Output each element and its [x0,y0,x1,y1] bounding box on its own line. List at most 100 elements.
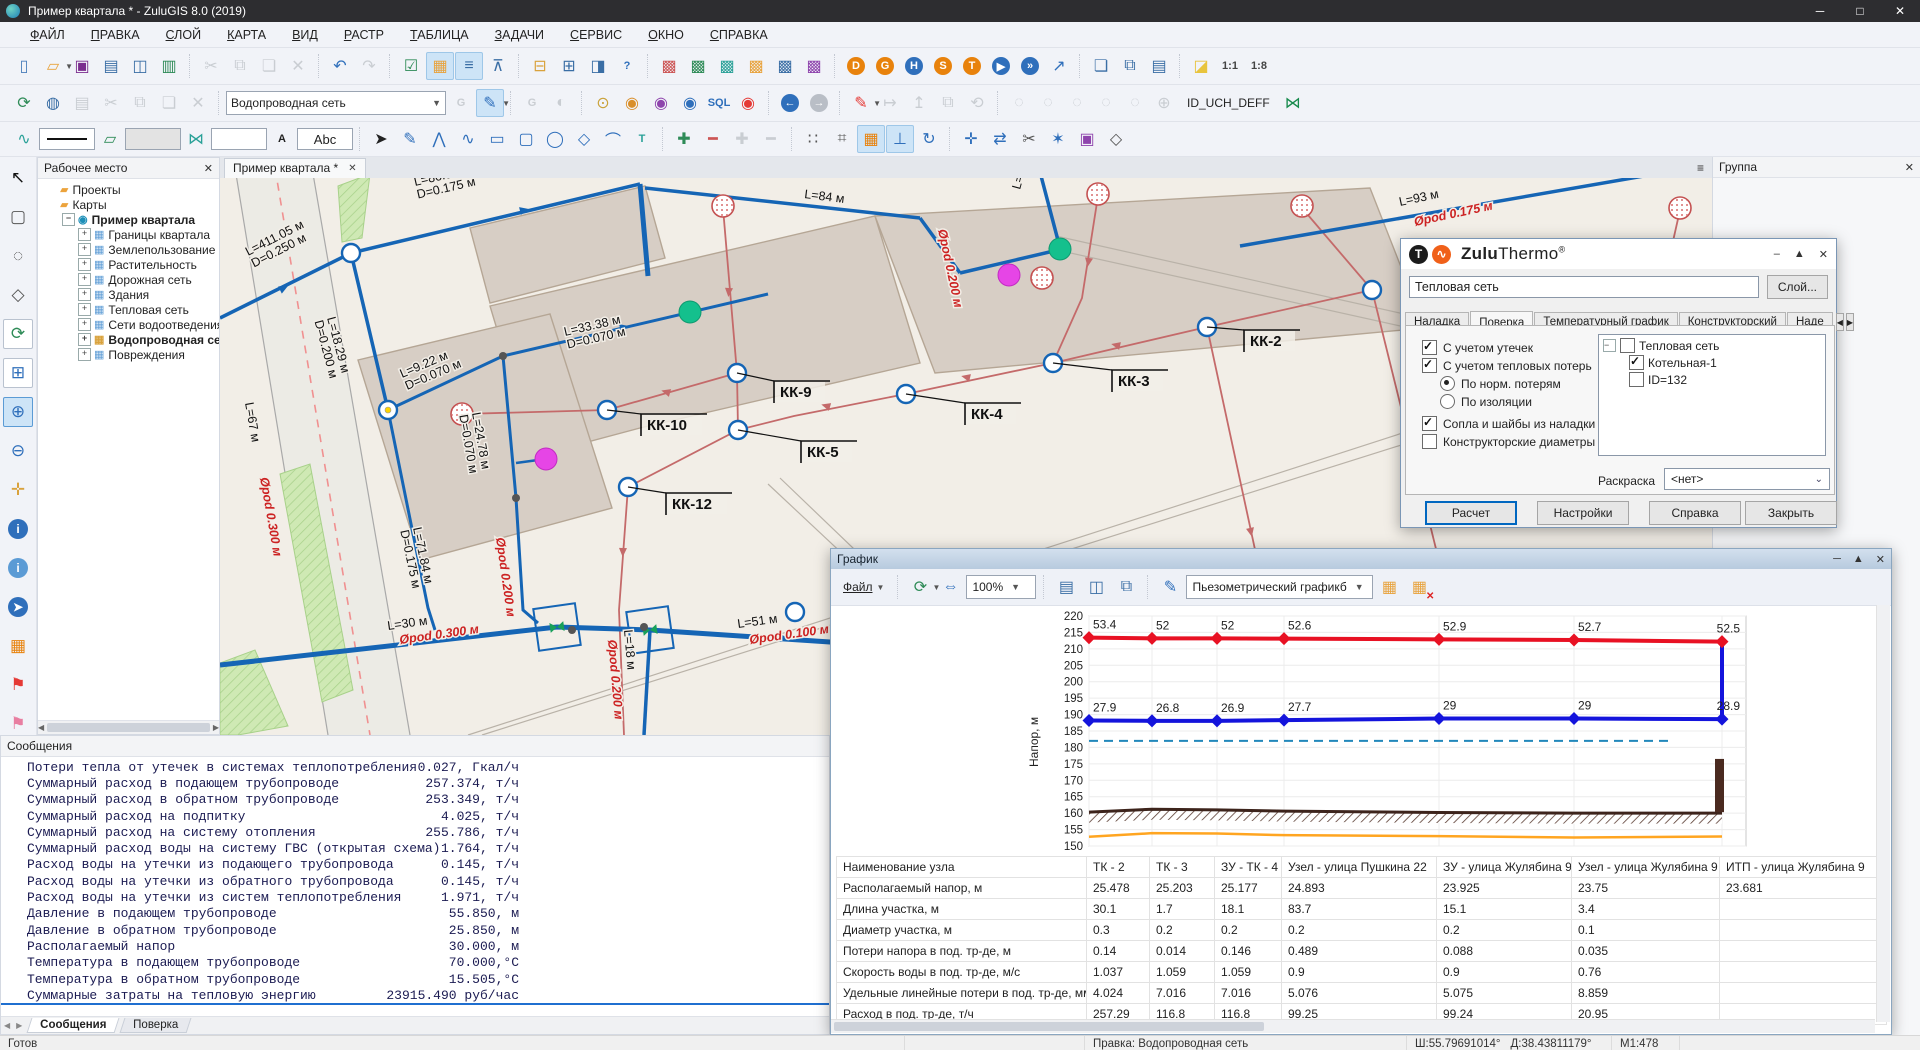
play-icon[interactable]: ▶ [987,52,1015,80]
zuluthermo-button-закрыть[interactable]: Закрыть [1745,501,1837,525]
row-label-cell[interactable]: Длина участка, м [836,898,1087,920]
series-return-line[interactable] [1088,716,1723,723]
value-cell[interactable]: 0.146 [1214,940,1282,962]
building[interactable] [357,313,613,561]
workspace-hscrollbar[interactable]: ◀ ▶ [38,720,219,734]
tree-item-водопроводная-сеть[interactable]: +▦Водопроводная сеть [42,332,219,347]
map-tool-2-icon[interactable]: ▩ [690,58,706,75]
undo-icon[interactable]: ↶ [333,58,347,75]
menu-справка[interactable]: СПРАВКА [709,27,768,42]
ortho-grid-icon[interactable]: ▦ [857,125,885,153]
source-node[interactable] [534,447,558,471]
raskraska-select[interactable]: <нет> ⌄ [1664,468,1830,490]
value-cell[interactable] [1719,898,1887,920]
page-copy-icon[interactable]: ❏ [1093,58,1109,75]
scroll-left-icon[interactable]: ◀ [38,723,45,732]
info-icon[interactable]: i [3,514,33,544]
cut-icon[interactable]: ✂ [204,58,218,75]
message-row[interactable]: Суммарный расход на систему отопления 255… [1,824,829,840]
value-cell[interactable]: ЗУ - улица Жулябина 9 [1436,856,1572,878]
symbol-style-icon[interactable]: ⋈ [188,131,204,148]
forward-icon[interactable]: → [805,89,833,117]
badge-d-icon[interactable]: D [842,52,870,80]
find-by-query-icon[interactable]: ◉ [683,95,697,112]
workspace-close-icon[interactable]: ✕ [203,162,213,175]
layer-paste-icon[interactable]: ❏ [161,95,177,112]
tree-expander-icon[interactable]: + [78,258,91,271]
message-row[interactable]: Расход воды на утечки из систем теплопот… [1,889,829,905]
value-cell[interactable]: 23.925 [1436,877,1572,899]
tree-expander-icon[interactable]: + [78,243,91,256]
text-icon[interactable]: T [638,133,646,145]
value-cell[interactable]: 0.1 [1571,919,1720,941]
circle-icon[interactable]: ◯ [546,131,564,148]
node-sync-icon[interactable]: ⟲ [970,95,984,112]
value-cell[interactable] [1719,982,1887,1004]
value-cell[interactable]: 0.035 [1571,940,1720,962]
stop-5-icon[interactable]: ◌ [1130,94,1140,111]
water-network-line[interactable] [349,252,390,411]
junction-dot[interactable] [499,352,507,360]
water-network-line[interactable] [502,292,769,358]
message-row[interactable]: Суммарный расход на подпитку 4.025, т/ч [1,808,829,824]
heat-network-line[interactable] [618,486,629,736]
node-import-icon[interactable]: ↥ [912,95,926,112]
layer-select[interactable]: Водопроводная сеть ▼ [226,91,446,115]
zuluthermo-layer-button[interactable]: Слой... [1766,275,1828,299]
water-network-line[interactable] [220,251,352,320]
menu-таблица[interactable]: ТАБЛИЦА [410,27,469,42]
message-row[interactable]: Расход воды на утечки из подающего трубо… [1,857,829,873]
value-cell[interactable]: 4.024 [1086,982,1150,1004]
map-tab[interactable]: Пример квартала * ✕ [224,157,366,178]
messages-tab-2[interactable]: Поверка [119,1018,192,1033]
menu-правка[interactable]: ПРАВКА [90,27,140,42]
zuluthermo-layer-input[interactable]: Тепловая сеть [1409,276,1759,298]
edit-mode-icon[interactable]: ✎ ▼ [476,89,510,117]
data-point[interactable] [1432,712,1446,726]
value-cell[interactable] [1719,940,1887,962]
row-label-cell[interactable]: Диаметр участка, м [836,919,1087,941]
graph-edit-icon[interactable]: ✎ [1163,579,1178,596]
geo-link-off-icon[interactable]: G [456,97,466,109]
message-row[interactable]: Суммарный расход в подающем трубопроводе… [1,775,829,791]
water-network-line[interactable] [387,354,504,412]
value-cell[interactable]: 1.059 [1149,961,1215,983]
row-label-cell[interactable]: Располагаемый напор, м [836,877,1087,899]
maximize-button[interactable]: □ [1856,4,1864,18]
value-cell[interactable]: 0.014 [1149,940,1215,962]
value-cell[interactable]: 25.177 [1214,877,1282,899]
select-rect-icon[interactable]: ▢ [9,207,27,226]
value-cell[interactable]: Узел - улица Жулябина 9 [1571,856,1720,878]
water-network-line[interactable] [1039,178,1062,249]
radio-2[interactable]: По изоляции [1440,394,1532,409]
paste-icon[interactable]: ❏ [261,58,277,75]
grafik-minimize-icon[interactable]: ─ [1833,552,1841,565]
delete-icon[interactable]: ✕ [291,58,305,75]
box-abc[interactable]: Abc [297,128,353,150]
move-node-icon[interactable]: ✛ [964,131,978,148]
find-in-db-icon[interactable]: ◉ [625,95,639,112]
heat-network-line[interactable] [1301,207,1373,291]
menu-сервис[interactable]: СЕРВИС [570,27,623,42]
tree-item-тепловая-сеть[interactable]: + ▦ Тепловая сеть [42,302,219,317]
value-cell[interactable]: 15.1 [1436,898,1572,920]
graph-export-icon[interactable]: ⧉ [1120,578,1133,595]
value-cell[interactable]: 25.478 [1086,877,1150,899]
help-icon[interactable]: ? [623,60,631,72]
tree-expander-icon[interactable]: + [78,303,91,316]
print-icon[interactable]: ▤ [103,58,119,75]
swap-node-icon[interactable]: ⇄ [993,131,1007,148]
import-icon[interactable]: ⊼ [492,58,504,75]
close-button[interactable]: ✕ [1894,4,1906,18]
value-cell[interactable]: 30.1 [1086,898,1150,920]
remove-node-icon[interactable]: ━ [766,131,776,148]
map-tool-5-icon[interactable]: ▩ [777,58,793,75]
value-cell[interactable]: 5.075 [1436,982,1572,1004]
value-cell[interactable]: 0.489 [1281,940,1437,962]
value-cell[interactable]: 7.016 [1214,982,1282,1004]
value-cell[interactable]: 0.14 [1086,940,1150,962]
water-network-line[interactable] [515,458,539,465]
value-cell[interactable]: 0.2 [1281,919,1437,941]
value-cell[interactable]: 23.75 [1571,877,1720,899]
zuluthermo-button-справка[interactable]: Справка [1649,501,1741,525]
